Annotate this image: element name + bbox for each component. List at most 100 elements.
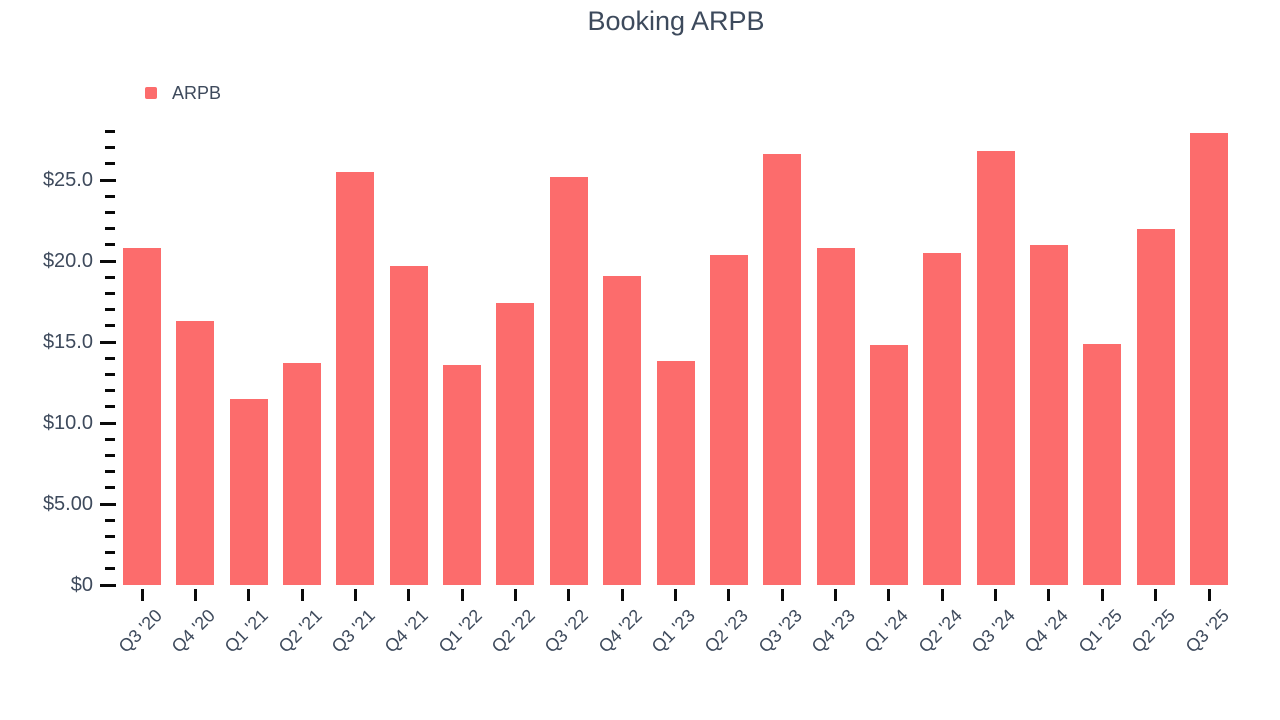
x-axis-tick (780, 589, 784, 601)
y-axis-major-tick (100, 259, 116, 263)
x-axis-label-q2-21: Q2 '21 (274, 605, 326, 657)
y-axis-minor-tick (105, 129, 115, 133)
x-axis-tick (940, 589, 944, 601)
y-axis-minor-tick (105, 146, 115, 150)
y-axis-minor-tick (105, 437, 115, 441)
x-axis-tick (1207, 589, 1211, 601)
x-axis-label-q1-22: Q1 '22 (434, 605, 486, 657)
bar-q4-20 (176, 320, 215, 585)
y-axis-minor-tick (105, 308, 115, 312)
legend-swatch-icon (145, 87, 157, 99)
x-axis-tick (1100, 589, 1104, 601)
y-axis-major-tick (100, 502, 116, 506)
y-axis-minor-tick (105, 486, 115, 490)
x-axis-tick (1154, 589, 1158, 601)
y-axis-major-tick (100, 421, 116, 425)
y-axis-label: $15.0 (42, 331, 93, 353)
bar-q2-22 (496, 303, 535, 585)
x-axis-label-q4-21: Q4 '21 (380, 605, 433, 657)
bar-q1-22 (443, 364, 482, 585)
x-axis-tick (300, 589, 304, 601)
x-axis-tick (887, 589, 891, 601)
y-axis-minor-tick (105, 567, 115, 571)
x-axis-tick (193, 589, 197, 601)
bar-q4-23 (816, 248, 855, 585)
y-axis-minor-tick (105, 324, 115, 328)
x-axis-label-q1-25: Q1 '25 (1074, 605, 1126, 657)
x-axis-label-q1-21: Q1 '21 (220, 605, 273, 657)
x-axis-tick (140, 589, 144, 601)
x-axis-label-q3-21: Q3 '21 (327, 605, 379, 657)
x-axis-tick (460, 589, 464, 601)
y-axis-minor-tick (105, 389, 115, 393)
bar-q1-25 (1083, 343, 1122, 585)
y-axis-minor-tick (105, 453, 115, 457)
y-axis-minor-tick (105, 291, 115, 295)
y-axis-minor-tick (105, 518, 115, 522)
y-axis-minor-tick (105, 372, 115, 376)
x-axis-tick (353, 589, 357, 601)
bar-q1-21 (229, 398, 268, 585)
x-axis-label-q4-22: Q4 '22 (594, 605, 646, 657)
y-axis-minor-tick (105, 356, 115, 360)
x-axis-label-q4-20: Q4 '20 (167, 605, 219, 657)
x-axis-tick (247, 589, 251, 601)
x-axis-label-q2-25: Q2 '25 (1127, 605, 1180, 657)
bar-q3-22 (549, 176, 588, 585)
bar-q2-25 (1136, 228, 1175, 585)
x-axis-tick (407, 589, 411, 601)
y-axis-minor-tick (105, 227, 115, 231)
x-axis-tick (834, 589, 838, 601)
x-axis-label-q4-23: Q4 '23 (807, 605, 859, 657)
x-axis-label-q2-23: Q2 '23 (701, 605, 753, 657)
y-axis-label: $20.0 (42, 250, 93, 272)
legend-item-arpb[interactable]: ARPB (145, 84, 221, 102)
x-axis-label-q2-24: Q2 '24 (914, 605, 966, 657)
y-axis-major-tick (100, 583, 116, 587)
x-axis-label-q1-24: Q1 '24 (861, 605, 913, 657)
x-axis-tick (1047, 589, 1051, 601)
y-axis-label: $25.0 (42, 169, 93, 191)
x-axis-label-q3-23: Q3 '23 (754, 605, 806, 657)
x-axis-tick (727, 589, 731, 601)
x-axis-label-q3-25: Q3 '25 (1181, 605, 1233, 657)
y-axis-minor-tick (105, 405, 115, 409)
y-axis-minor-tick (105, 194, 115, 198)
y-axis-label: $5.00 (42, 493, 93, 515)
x-axis-tick (513, 589, 517, 601)
bar-q3-21 (336, 171, 375, 585)
y-axis-minor-tick (105, 470, 115, 474)
bar-q3-25 (1190, 133, 1228, 585)
bar-q2-24 (923, 252, 962, 585)
bar-q4-24 (1029, 244, 1068, 585)
y-axis-minor-tick (105, 210, 115, 214)
x-axis-tick (674, 589, 677, 601)
y-axis-label: $0 (70, 574, 93, 596)
x-axis-tick (620, 589, 624, 601)
bar-q3-23 (763, 154, 802, 585)
x-axis-label-q2-22: Q2 '22 (487, 605, 539, 657)
y-axis-minor-tick (105, 275, 115, 279)
y-axis-label: $10.0 (42, 412, 93, 434)
y-axis-major-tick (100, 178, 116, 182)
y-axis-minor-tick (105, 551, 115, 555)
bar-q1-24 (869, 345, 908, 585)
bar-q4-21 (389, 265, 428, 585)
x-axis-label-q3-20: Q3 '20 (114, 605, 166, 657)
y-axis-major-tick (100, 340, 116, 344)
bar-q2-23 (709, 254, 748, 585)
x-axis-label-q3-22: Q3 '22 (540, 605, 593, 657)
y-axis-minor-tick (105, 243, 115, 247)
bar-q4-22 (603, 275, 642, 585)
x-axis-label-q1-23: Q1 '23 (647, 605, 699, 657)
x-axis-label-q3-24: Q3 '24 (967, 605, 1020, 657)
bar-q3-24 (976, 150, 1015, 585)
x-axis-label-q4-24: Q4 '24 (1021, 605, 1073, 657)
bar-q2-21 (283, 363, 322, 585)
y-axis-minor-tick (105, 534, 115, 538)
chart-title: Booking ARPB (587, 6, 765, 36)
x-axis-tick (994, 589, 998, 601)
bar-q3-20 (123, 248, 161, 585)
